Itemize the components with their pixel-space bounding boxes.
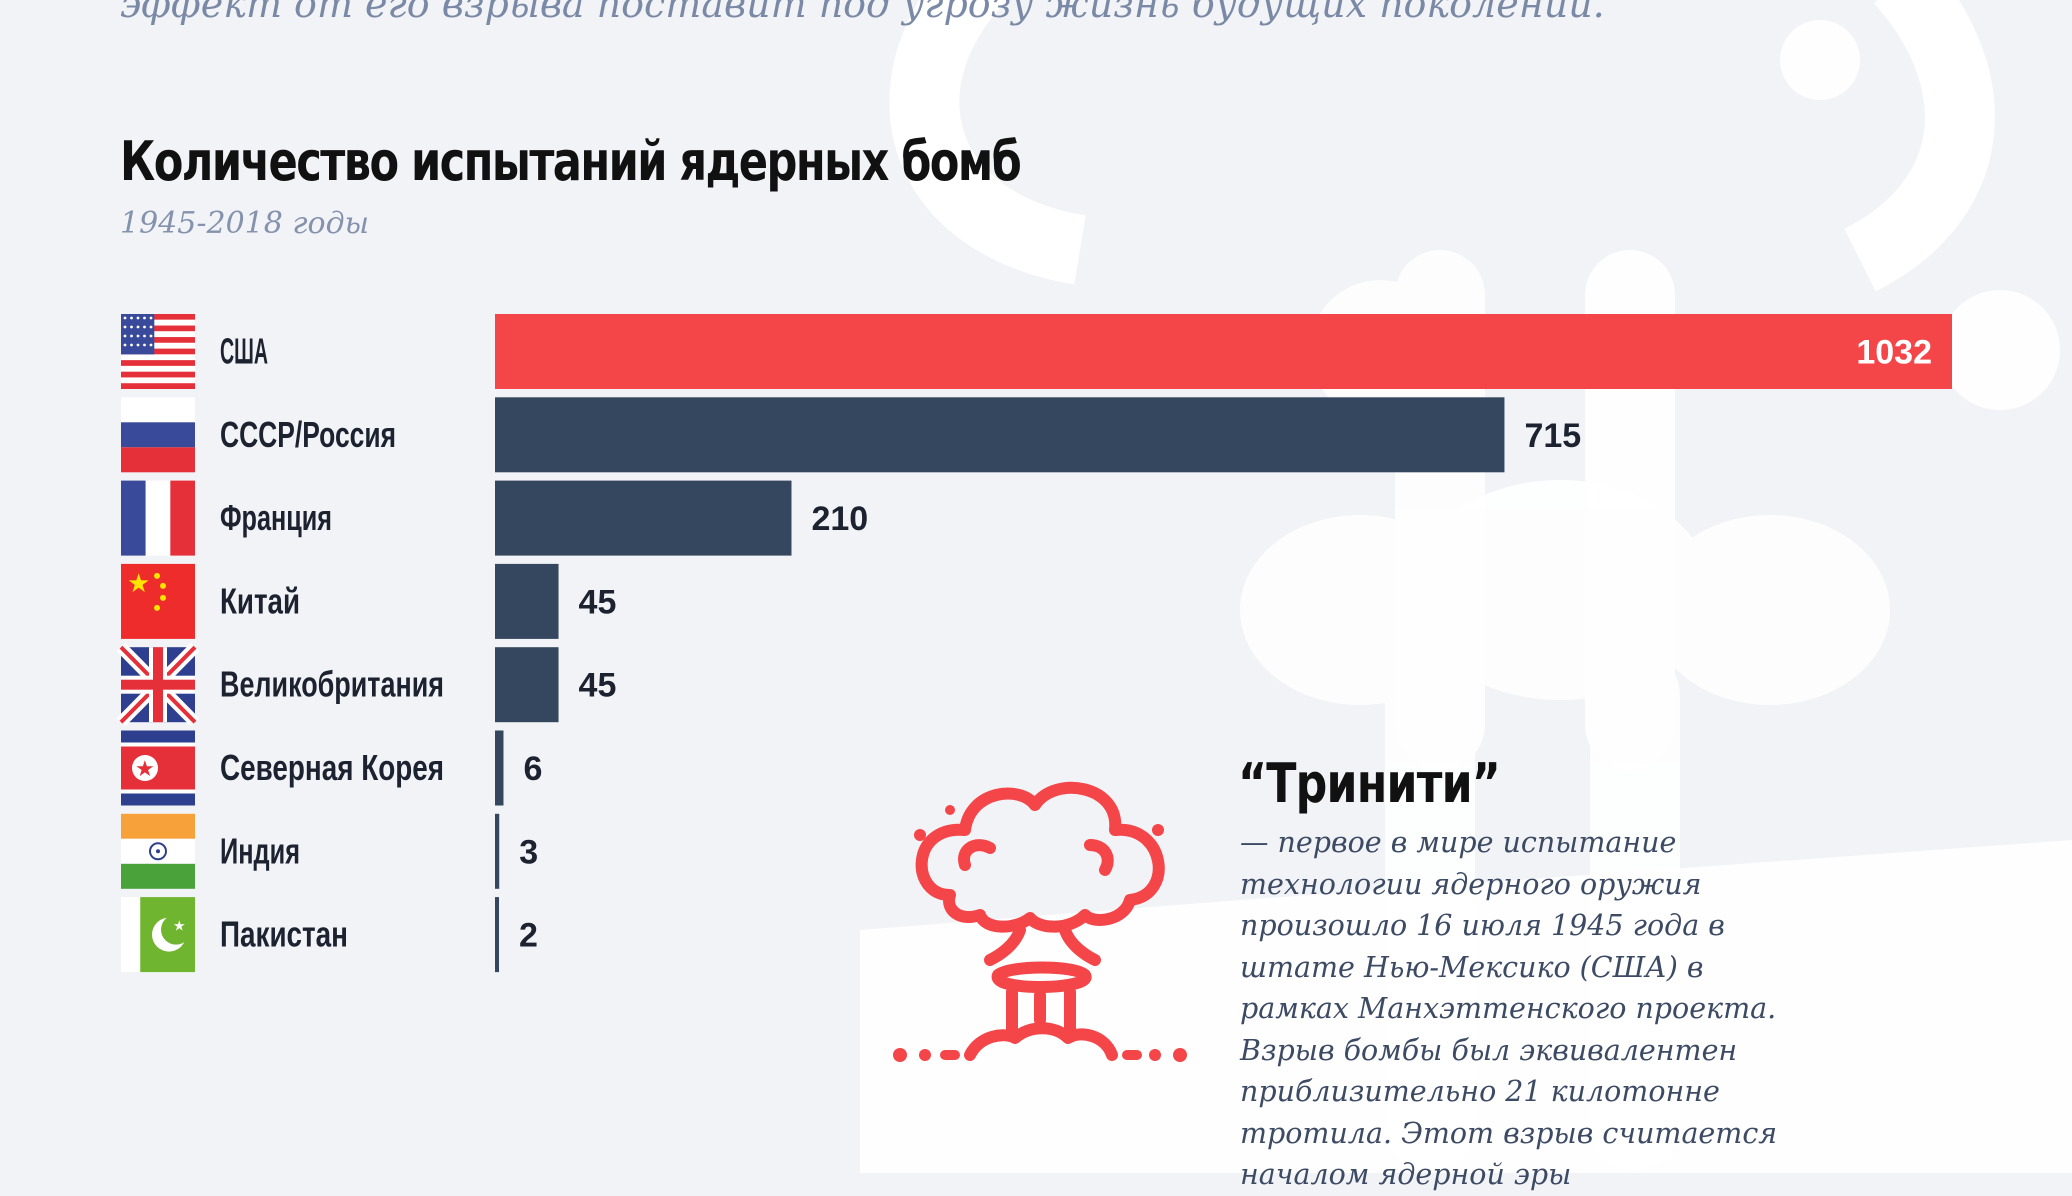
- value-label: 210: [811, 500, 868, 538]
- bar: [495, 563, 559, 639]
- svg-text:★: ★: [173, 919, 186, 935]
- bar: [495, 813, 500, 889]
- value-label: 2: [519, 917, 538, 955]
- bar: [495, 897, 499, 973]
- value-label: 715: [1524, 417, 1581, 455]
- flag-north-korea-icon: ★: [121, 730, 195, 806]
- mushroom-cloud-icon: [893, 781, 1187, 1062]
- category-label: Великобритания: [220, 664, 444, 705]
- flag-france-icon: [121, 480, 195, 556]
- svg-text:★: ★: [135, 757, 155, 782]
- category-label: Франция: [220, 497, 332, 538]
- trinity-title: “Тринити”: [1238, 752, 1501, 815]
- value-label: 45: [579, 583, 617, 621]
- svg-text:★: ★: [127, 569, 150, 599]
- value-label: 1032: [1856, 334, 1932, 372]
- value-label: 45: [579, 667, 617, 705]
- category-label: Пакистан: [220, 914, 348, 955]
- category-label: Северная Корея: [220, 747, 444, 788]
- bar: [495, 314, 1952, 389]
- bar: [495, 480, 792, 556]
- flag-usa-icon: [121, 314, 195, 389]
- trinity-description: — первое в мире испытание технологии яде…: [1240, 826, 1778, 1191]
- bar: [495, 647, 559, 723]
- intro-text: эффект от его взрыва поставит под угрозу…: [120, 0, 1605, 26]
- chart-subtitle: 1945-2018 годы: [120, 206, 370, 241]
- category-label: Китай: [220, 580, 300, 621]
- value-label: 6: [523, 750, 542, 788]
- flag-uk-icon: [116, 642, 200, 727]
- bar: [495, 397, 1505, 473]
- chart-title: Количество испытаний ядерных бомб: [120, 130, 1022, 193]
- flag-russia-icon: [121, 397, 195, 473]
- flag-india-icon: [121, 813, 195, 889]
- value-label: 3: [519, 833, 538, 871]
- category-label: Индия: [220, 830, 300, 871]
- bar: [495, 730, 504, 806]
- category-label: США: [220, 331, 268, 372]
- flag-pakistan-icon: ★: [121, 897, 195, 973]
- category-label: СССР/Россия: [220, 414, 396, 455]
- flag-china-icon: ★: [121, 563, 195, 639]
